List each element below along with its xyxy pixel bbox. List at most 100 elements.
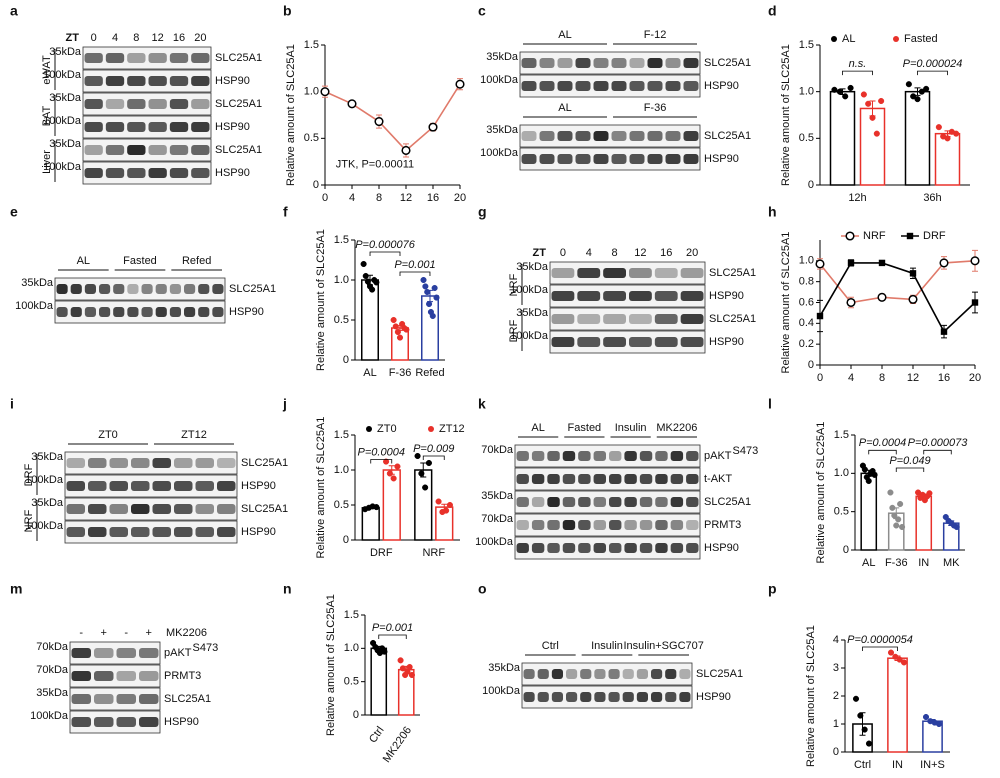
- legend-label: ZT0: [377, 423, 397, 435]
- blot-band: [639, 520, 653, 530]
- blot-band: [636, 692, 648, 702]
- blot-band: [148, 76, 167, 86]
- blot-band: [629, 291, 652, 301]
- blot-band: [575, 81, 591, 91]
- mw-marker: 100kDa: [25, 520, 64, 532]
- blot-band: [70, 307, 82, 317]
- lane-label: 20: [194, 32, 206, 44]
- y-tick-label: 1.5: [334, 429, 349, 441]
- blot-band: [127, 145, 146, 155]
- y-tick-label: 1: [833, 718, 839, 730]
- data-point: [420, 276, 427, 284]
- blot-band: [212, 307, 224, 317]
- y-tick-label: 0: [808, 179, 814, 191]
- blot-band: [141, 284, 153, 294]
- blot-strip: [549, 284, 706, 308]
- x-tick-label: DRF: [370, 547, 393, 559]
- blot-band: [547, 543, 560, 553]
- blot-band: [609, 497, 622, 507]
- mw-marker: 100kDa: [482, 685, 521, 697]
- panel-letter: j: [282, 396, 287, 412]
- lane-label: -: [79, 627, 83, 639]
- blot-band: [629, 337, 652, 347]
- lane-tail: MK2206: [166, 627, 207, 639]
- protein-label: SLC25A1: [704, 130, 751, 142]
- data-point: [857, 712, 864, 719]
- data-point: [918, 88, 925, 95]
- p-value: P=0.0004: [859, 437, 906, 449]
- blot-band: [551, 314, 575, 324]
- blot-band: [629, 58, 645, 68]
- blot-band: [665, 154, 681, 164]
- blot-band: [152, 527, 171, 537]
- blot-band: [191, 168, 210, 178]
- blot-band: [184, 284, 196, 294]
- blot-band: [622, 692, 634, 702]
- blot-band: [680, 337, 704, 347]
- y-tick-label: 0: [833, 746, 839, 758]
- blot-band: [531, 474, 545, 484]
- blot-band: [116, 694, 136, 704]
- blot-band: [152, 504, 171, 514]
- mw-marker: 35kDa: [481, 490, 514, 502]
- significance-bracket: [842, 70, 873, 76]
- data-point: [861, 466, 868, 473]
- bar: [361, 279, 379, 361]
- blot-band: [665, 58, 681, 68]
- data-point: [914, 96, 921, 103]
- blot-band: [94, 671, 114, 681]
- blot-band: [670, 474, 684, 484]
- protein-label: HSP90: [215, 167, 250, 179]
- blot-band: [578, 543, 591, 553]
- blot-band: [611, 154, 627, 164]
- blot-band: [680, 268, 704, 278]
- p-value: P=0.001: [372, 622, 413, 634]
- y-tick-label: 1.0: [799, 86, 814, 98]
- data-point: [433, 294, 440, 301]
- lane-label: 8: [133, 32, 139, 44]
- data-point: [381, 648, 388, 655]
- blot-band: [109, 481, 128, 491]
- data-point: [374, 116, 384, 127]
- data-point: [392, 323, 399, 330]
- data-point: [923, 85, 930, 92]
- x-tick-label: Refed: [415, 367, 444, 379]
- series-line: [819, 262, 976, 333]
- blot-band: [647, 81, 663, 91]
- data-point: [360, 260, 367, 268]
- blot-band: [539, 131, 555, 141]
- blot-band: [593, 154, 609, 164]
- y-axis-title: Relative amount of SLC25A1: [815, 422, 827, 564]
- data-point: [362, 272, 369, 280]
- blot-band: [88, 458, 107, 468]
- blot-band: [551, 268, 575, 278]
- bar: [934, 132, 961, 186]
- blot-band: [94, 717, 114, 727]
- y-tick-label: 1.5: [334, 234, 349, 246]
- x-tick-label: NRF: [422, 547, 445, 559]
- protein-label: pAKT: [164, 647, 192, 659]
- y-tick-label: 0.5: [344, 676, 359, 688]
- x-tick-label: 20: [969, 372, 981, 384]
- blot-band: [679, 692, 691, 702]
- p-value: P=0.009: [413, 443, 454, 455]
- blot-band: [105, 76, 125, 86]
- data-point: [910, 93, 917, 100]
- blot-band: [169, 122, 189, 132]
- data-point: [397, 657, 404, 664]
- mw-marker: 100kDa: [510, 284, 549, 296]
- blot-band: [531, 520, 545, 530]
- group-label: AL: [77, 255, 90, 267]
- blot-band: [629, 131, 645, 141]
- data-point: [892, 653, 899, 660]
- blot-band: [516, 497, 529, 507]
- blot-band: [611, 58, 627, 68]
- blot-band: [516, 520, 529, 530]
- blot-band: [109, 504, 128, 514]
- protein-label: PRMT3: [704, 519, 741, 531]
- x-tick-label: 36h: [923, 192, 941, 204]
- x-tick-label: Ctrl: [367, 725, 387, 746]
- blot-band: [174, 481, 193, 491]
- data-point: [428, 122, 438, 132]
- protein-label: HSP90: [229, 306, 264, 318]
